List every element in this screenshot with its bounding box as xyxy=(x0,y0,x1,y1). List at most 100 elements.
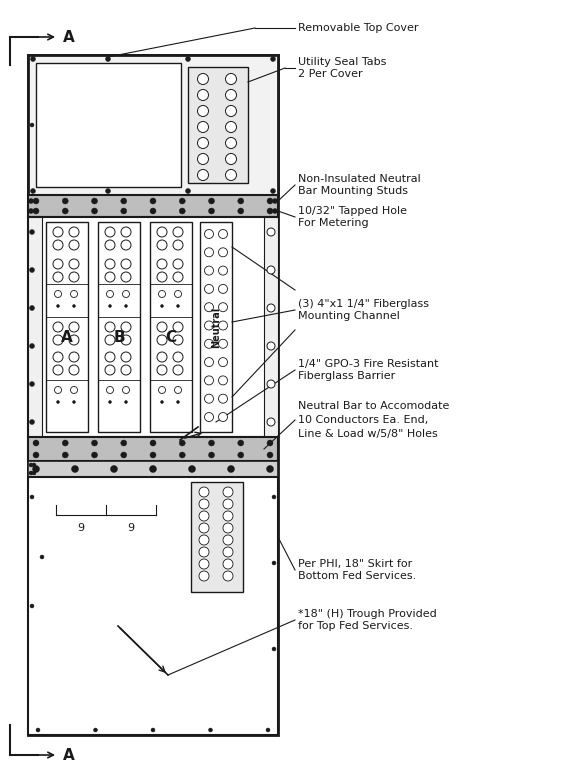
Circle shape xyxy=(179,198,185,204)
Circle shape xyxy=(197,74,208,84)
Circle shape xyxy=(223,559,233,569)
Circle shape xyxy=(204,284,214,294)
Bar xyxy=(188,67,248,183)
Circle shape xyxy=(267,266,275,274)
Circle shape xyxy=(173,365,183,375)
Circle shape xyxy=(92,440,98,446)
Circle shape xyxy=(208,452,214,458)
Circle shape xyxy=(267,304,275,312)
Circle shape xyxy=(204,412,214,422)
Circle shape xyxy=(150,208,156,214)
Circle shape xyxy=(175,387,182,394)
Circle shape xyxy=(199,523,209,533)
Circle shape xyxy=(106,57,110,61)
Circle shape xyxy=(121,365,131,375)
Text: Non-Insulated Neutral
Bar Mounting Studs: Non-Insulated Neutral Bar Mounting Studs xyxy=(298,174,420,196)
Circle shape xyxy=(266,466,273,473)
Circle shape xyxy=(36,728,40,732)
Circle shape xyxy=(218,412,228,422)
Bar xyxy=(98,222,140,432)
Circle shape xyxy=(273,208,277,213)
Circle shape xyxy=(40,555,44,559)
Circle shape xyxy=(33,440,39,446)
Text: Removable Top Cover: Removable Top Cover xyxy=(298,23,419,33)
Circle shape xyxy=(270,57,276,61)
Circle shape xyxy=(53,227,63,237)
Circle shape xyxy=(197,170,208,181)
Text: Per PHI, 18" Skirt for
Bottom Fed Services.: Per PHI, 18" Skirt for Bottom Fed Servic… xyxy=(298,559,416,581)
Text: Neutral: Neutral xyxy=(211,306,221,348)
Circle shape xyxy=(150,198,156,204)
Circle shape xyxy=(57,305,60,308)
Circle shape xyxy=(92,208,98,214)
Circle shape xyxy=(218,303,228,312)
Text: B: B xyxy=(113,330,125,346)
Circle shape xyxy=(272,495,276,499)
Circle shape xyxy=(186,188,190,194)
Circle shape xyxy=(150,466,157,473)
Circle shape xyxy=(223,523,233,533)
Circle shape xyxy=(238,452,244,458)
Circle shape xyxy=(157,227,167,237)
Circle shape xyxy=(223,535,233,545)
Circle shape xyxy=(106,291,113,298)
Circle shape xyxy=(208,728,213,732)
Text: A: A xyxy=(61,330,73,346)
Circle shape xyxy=(225,105,237,116)
Bar xyxy=(28,195,278,217)
Circle shape xyxy=(173,335,183,345)
Circle shape xyxy=(69,227,79,237)
Text: 1/4" GPO-3 Fire Resistant
Fiberglass Barrier: 1/4" GPO-3 Fire Resistant Fiberglass Bar… xyxy=(298,359,439,381)
Circle shape xyxy=(93,728,98,732)
Circle shape xyxy=(204,266,214,275)
Circle shape xyxy=(53,335,63,345)
Circle shape xyxy=(238,208,244,214)
Circle shape xyxy=(267,380,275,388)
Circle shape xyxy=(197,89,208,101)
Circle shape xyxy=(176,401,179,404)
Circle shape xyxy=(204,357,214,367)
Circle shape xyxy=(218,376,228,385)
Circle shape xyxy=(30,343,34,349)
Circle shape xyxy=(208,440,214,446)
Circle shape xyxy=(225,89,237,101)
Circle shape xyxy=(54,387,61,394)
Circle shape xyxy=(225,137,237,149)
Circle shape xyxy=(228,466,235,473)
Circle shape xyxy=(29,463,33,467)
Text: Utility Seal Tabs
2 Per Cover: Utility Seal Tabs 2 Per Cover xyxy=(298,57,387,79)
Circle shape xyxy=(270,188,276,194)
Circle shape xyxy=(62,198,68,204)
Circle shape xyxy=(208,208,214,214)
Circle shape xyxy=(266,728,270,732)
Circle shape xyxy=(157,259,167,269)
Text: A: A xyxy=(63,29,75,44)
Circle shape xyxy=(54,291,61,298)
Circle shape xyxy=(69,365,79,375)
Circle shape xyxy=(197,153,208,164)
Circle shape xyxy=(273,198,277,204)
Circle shape xyxy=(223,547,233,557)
Circle shape xyxy=(175,291,182,298)
Text: 9: 9 xyxy=(78,523,85,533)
Circle shape xyxy=(69,322,79,332)
Circle shape xyxy=(69,335,79,345)
Circle shape xyxy=(179,208,185,214)
Circle shape xyxy=(121,227,131,237)
Circle shape xyxy=(173,322,183,332)
Circle shape xyxy=(109,401,112,404)
Circle shape xyxy=(223,511,233,521)
Circle shape xyxy=(150,440,156,446)
Circle shape xyxy=(267,418,275,426)
Circle shape xyxy=(150,452,156,458)
Circle shape xyxy=(53,259,63,269)
Circle shape xyxy=(157,272,167,282)
Circle shape xyxy=(69,272,79,282)
Bar xyxy=(264,217,278,437)
Circle shape xyxy=(71,466,78,473)
Bar xyxy=(28,217,278,437)
Circle shape xyxy=(121,259,131,269)
Circle shape xyxy=(225,170,237,181)
Circle shape xyxy=(204,248,214,257)
Circle shape xyxy=(30,381,34,387)
